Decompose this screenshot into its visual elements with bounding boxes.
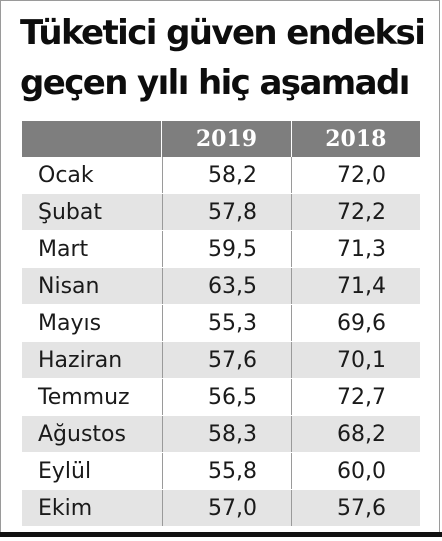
- value-2018: 72,7: [291, 379, 420, 415]
- value-2018: 72,0: [291, 157, 420, 193]
- table-row: Ağustos 58,3 68,2: [22, 416, 420, 453]
- value-2019: 57,6: [162, 342, 291, 378]
- table-row: Ekim 57,0 57,6: [22, 490, 420, 527]
- table-header: 2019 2018: [22, 121, 420, 157]
- month-label: Mart: [38, 237, 89, 262]
- month-label: Şubat: [38, 200, 102, 225]
- value-2019: 57,0: [162, 490, 291, 526]
- table-body: Ocak 58,2 72,0 Şubat 57,8 72,2 Mart 59,5 71,3 Nis…: [22, 157, 420, 527]
- value-2019: 57,8: [162, 194, 291, 230]
- infographic-frame: [0, 0, 440, 532]
- table-row: Haziran 57,6 70,1: [22, 342, 420, 379]
- value-2018: 57,6: [291, 490, 420, 526]
- month-label: Eylül: [38, 459, 92, 484]
- value-2018: 68,2: [291, 416, 420, 452]
- value-2018: 70,1: [291, 342, 420, 378]
- table-row: Nisan 63,5 71,4: [22, 268, 420, 305]
- confidence-index-table: 2019 2018 Ocak 58,2 72,0 Şubat 57,8 72,2 Mart 5…: [22, 121, 420, 527]
- header-blank-cell: [22, 121, 161, 157]
- value-2018: 72,2: [291, 194, 420, 230]
- table-row: Mart 59,5 71,3: [22, 231, 420, 268]
- value-2018: 71,4: [291, 268, 420, 304]
- value-2018: 69,6: [291, 305, 420, 341]
- value-2019: 58,2: [162, 157, 291, 193]
- month-label: Haziran: [38, 348, 123, 373]
- table-row: Şubat 57,8 72,2: [22, 194, 420, 231]
- month-label: Temmuz: [38, 385, 130, 410]
- bottom-rule: [0, 532, 442, 537]
- page-title: Tüketici güven endeksi geçen yılı hiç aş…: [20, 8, 430, 108]
- value-2019: 59,5: [162, 231, 291, 267]
- table-row: Mayıs 55,3 69,6: [22, 305, 420, 342]
- header-year-2019: 2019: [161, 121, 290, 157]
- value-2018: 60,0: [291, 453, 420, 489]
- value-2019: 63,5: [162, 268, 291, 304]
- value-2018: 71,3: [291, 231, 420, 267]
- month-label: Ekim: [38, 496, 93, 521]
- month-label: Ağustos: [38, 422, 126, 447]
- title-line-1: Tüketici güven endeksi: [20, 13, 426, 53]
- table-row: Ocak 58,2 72,0: [22, 157, 420, 194]
- month-label: Ocak: [38, 163, 94, 188]
- value-2019: 56,5: [162, 379, 291, 415]
- value-2019: 58,3: [162, 416, 291, 452]
- header-year-2018: 2018: [290, 121, 420, 157]
- title-line-2: geçen yılı hiç aşamadı: [20, 63, 410, 103]
- table-row: Eylül 55,8 60,0: [22, 453, 420, 490]
- value-2019: 55,8: [162, 453, 291, 489]
- value-2019: 55,3: [162, 305, 291, 341]
- month-label: Nisan: [38, 274, 100, 299]
- month-label: Mayıs: [38, 311, 102, 336]
- table-row: Temmuz 56,5 72,7: [22, 379, 420, 416]
